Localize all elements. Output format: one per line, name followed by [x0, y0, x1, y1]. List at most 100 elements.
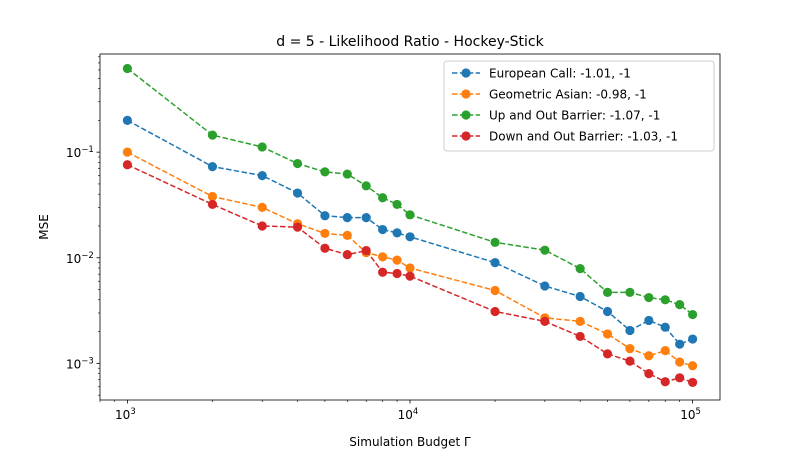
data-point	[378, 193, 388, 203]
data-point	[207, 191, 218, 202]
legend-entry: Down and Out Barrier: -1.03, -1	[452, 130, 678, 144]
data-point	[405, 263, 415, 273]
data-point	[625, 356, 635, 366]
data-point	[602, 287, 613, 297]
data-point	[378, 224, 388, 235]
data-point	[122, 160, 132, 170]
data-point	[660, 322, 670, 332]
data-point	[688, 377, 698, 388]
data-point	[625, 344, 635, 354]
data-point	[625, 325, 635, 336]
data-point	[575, 331, 585, 342]
data-point	[540, 281, 550, 291]
legend-entry: Up and Out Barrier: -1.07, -1	[452, 109, 660, 123]
data-point	[320, 167, 330, 177]
data-point	[320, 243, 330, 253]
legend-label: Up and Out Barrier: -1.07, -1	[489, 109, 660, 123]
data-point	[602, 349, 613, 359]
legend-label: Down and Out Barrier: -1.03, -1	[489, 130, 678, 144]
data-point	[660, 346, 670, 356]
data-point	[405, 271, 415, 281]
y-axis-label: MSE	[37, 214, 51, 240]
y-tick-label: 10−3	[66, 356, 94, 371]
data-point	[342, 250, 352, 260]
data-point	[688, 361, 698, 371]
data-point	[644, 292, 654, 303]
data-point	[207, 130, 218, 140]
data-point	[625, 287, 635, 297]
x-axis-label: Simulation Budget Γ	[349, 435, 471, 449]
data-point	[575, 291, 585, 302]
data-point	[122, 147, 132, 157]
axes: 103 104 105 10−3 10−2 10−1	[66, 53, 721, 422]
data-point	[575, 263, 585, 274]
series-1	[122, 115, 698, 349]
data-point	[644, 369, 654, 379]
data-point	[490, 306, 500, 317]
data-point	[405, 232, 415, 242]
data-point	[361, 181, 371, 191]
data-point	[378, 267, 388, 277]
plot-area	[122, 63, 698, 388]
data-point	[257, 142, 267, 152]
data-point	[257, 221, 267, 231]
chart-title: d = 5 - Likelihood Ratio - Hockey-Stick	[276, 34, 544, 50]
data-point	[257, 202, 267, 212]
data-point	[405, 210, 415, 220]
data-point	[675, 357, 685, 367]
data-point	[320, 228, 330, 239]
data-point	[490, 258, 500, 268]
legend-entry: European Call: -1.01, -1	[452, 67, 631, 81]
data-point	[540, 316, 550, 326]
data-point	[688, 334, 698, 344]
data-point	[207, 199, 218, 210]
series-3	[122, 63, 698, 320]
x-tick-label: 104	[398, 407, 419, 422]
data-point	[342, 169, 352, 179]
legend-entry: Geometric Asian: -0.98, -1	[452, 88, 647, 102]
data-point	[292, 158, 303, 169]
data-point	[675, 373, 685, 383]
data-point	[602, 306, 613, 317]
data-point	[320, 211, 330, 221]
data-point	[392, 268, 402, 279]
data-point	[122, 115, 132, 125]
data-point	[378, 252, 388, 262]
data-point	[675, 300, 685, 310]
data-point	[490, 237, 500, 247]
data-point	[644, 351, 654, 361]
data-point	[644, 315, 654, 326]
y-tick-label: 10−1	[66, 145, 94, 160]
data-point	[660, 377, 670, 387]
data-point	[602, 329, 613, 339]
data-point	[675, 339, 685, 349]
x-tick-label: 103	[115, 407, 136, 422]
data-point	[207, 161, 218, 172]
data-point	[361, 213, 371, 223]
data-point	[257, 170, 267, 181]
data-point	[392, 255, 402, 265]
data-point	[575, 316, 585, 326]
data-point	[361, 245, 371, 256]
data-point	[660, 295, 670, 305]
data-point	[342, 213, 352, 223]
data-point	[490, 285, 500, 296]
legend-box	[443, 60, 715, 152]
legend: European Call: -1.01, -1 Geometric Asian:…	[443, 60, 715, 152]
data-point	[392, 199, 402, 210]
data-point	[540, 245, 550, 255]
legend-marker	[461, 110, 471, 120]
series-2	[122, 147, 698, 371]
data-point	[292, 222, 303, 232]
data-point	[342, 230, 352, 240]
legend-label: Geometric Asian: -0.98, -1	[489, 88, 647, 102]
series-4	[122, 160, 698, 388]
legend-marker	[461, 89, 471, 99]
data-point	[392, 228, 402, 238]
legend-marker	[461, 131, 471, 141]
data-point	[292, 188, 303, 198]
data-point	[122, 63, 132, 74]
x-tick-label: 105	[680, 407, 701, 422]
